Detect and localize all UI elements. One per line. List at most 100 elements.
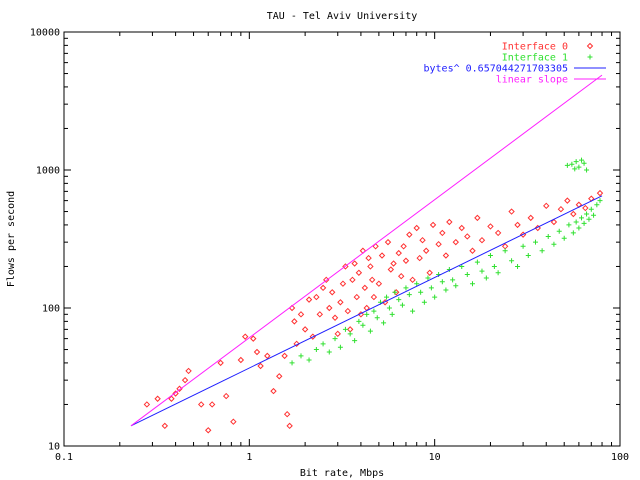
data-point-diamond [508,208,515,215]
data-point-diamond [564,197,571,204]
data-point-diamond [413,224,420,232]
data-point-diamond [339,280,347,287]
data-point-diamond [281,352,288,360]
plot-background [64,32,620,446]
data-point-diamond [305,296,313,303]
data-point-plus [371,308,377,314]
data-point-diamond [342,263,349,270]
data-point-diamond [464,233,471,240]
data-point-plus [597,198,603,204]
series-line-3 [130,74,603,427]
data-point-plus [410,308,416,314]
data-point-diamond [172,390,179,397]
data-point-diamond [514,221,521,229]
data-point-plus [469,281,475,287]
data-point-plus [453,283,459,289]
data-point-plus [588,206,594,212]
data-point-plus [381,320,387,326]
data-point-diamond [337,299,344,306]
data-point-diamond [205,427,212,434]
data-point-plus [566,222,572,228]
data-point-plus [414,281,420,287]
data-point-plus [556,228,562,234]
data-point-diamond [208,401,216,408]
data-point-diamond [154,395,161,402]
data-point-diamond [557,205,565,213]
data-point-plus [464,271,470,277]
data-point-diamond [378,252,386,259]
x-tick-label: 10 [429,452,441,463]
tick-layer: 0.1 1 10 100 10 100 1000 10000 [30,28,629,464]
data-point-diamond [316,311,324,318]
data-point-plus [403,285,409,291]
data-point-plus [495,270,501,276]
data-point-plus [576,164,582,170]
data-point-diamond [237,356,245,364]
data-point-diamond [326,304,333,312]
x-tick-label: 0.1 [55,452,73,463]
data-point-diamond [395,249,402,257]
data-point-diamond [442,252,450,259]
y-axis-label: Flows per second [6,191,17,287]
data-point-diamond [344,307,352,315]
data-point-diamond [429,221,437,229]
data-point-diamond [458,224,465,232]
data-point-plus [594,202,600,208]
data-point-plus [573,159,579,165]
data-point-diamond [283,410,291,418]
legend-label: Interface 0 [502,42,568,53]
data-point-plus [326,349,332,355]
data-point-diamond [286,422,293,430]
data-point-diamond [398,272,405,280]
data-point-plus [425,275,431,281]
x-tick-label: 1 [246,452,252,463]
x-axis-label: Bit rate, Mbps [300,468,384,479]
data-point-plus [289,360,295,366]
data-point-diamond [357,311,365,318]
data-point-plus [584,167,590,173]
data-point-plus [392,289,398,295]
series-layer [130,74,604,434]
legend-label: Interface 1 [502,53,568,64]
data-point-diamond [478,236,486,244]
data-point-diamond [365,254,372,262]
data-point-diamond [253,348,261,356]
data-point-diamond [250,335,257,342]
data-point-plus [352,338,358,344]
data-point-diamond [400,243,407,250]
data-point-diamond [370,293,378,301]
data-point-diamond [439,229,446,237]
data-point-plus [576,225,582,231]
data-point-diamond [331,314,339,321]
data-point-diamond [198,401,205,408]
chart-title: TAU - Tel Aviv University [267,11,418,22]
data-point-diamond [543,202,550,210]
legend-swatch-plus [587,54,593,60]
data-point-diamond [313,293,320,301]
y-tick-label: 10 [48,442,60,453]
data-point-diamond [596,189,604,197]
data-point-diamond [349,276,356,284]
data-point-plus [337,344,343,350]
data-point-diamond [390,260,397,267]
data-point-diamond [474,214,481,222]
data-point-plus [581,220,587,226]
series-line-2 [130,195,603,427]
data-point-plus [418,289,424,295]
data-point-diamond [361,284,369,292]
data-point-diamond [426,269,433,276]
data-point-diamond [291,318,298,325]
data-point-plus [509,258,515,264]
data-point-diamond [351,260,358,267]
data-point-plus [396,297,402,303]
data-point-diamond [527,214,534,222]
data-point-plus [515,263,521,269]
data-point-diamond [319,284,327,292]
data-point-diamond [435,240,442,248]
data-point-plus [564,162,570,168]
data-point-diamond [143,401,151,408]
y-tick-label: 10000 [30,28,60,39]
data-point-diamond [446,218,453,226]
data-point-plus [313,347,319,353]
data-point-plus [584,211,590,217]
